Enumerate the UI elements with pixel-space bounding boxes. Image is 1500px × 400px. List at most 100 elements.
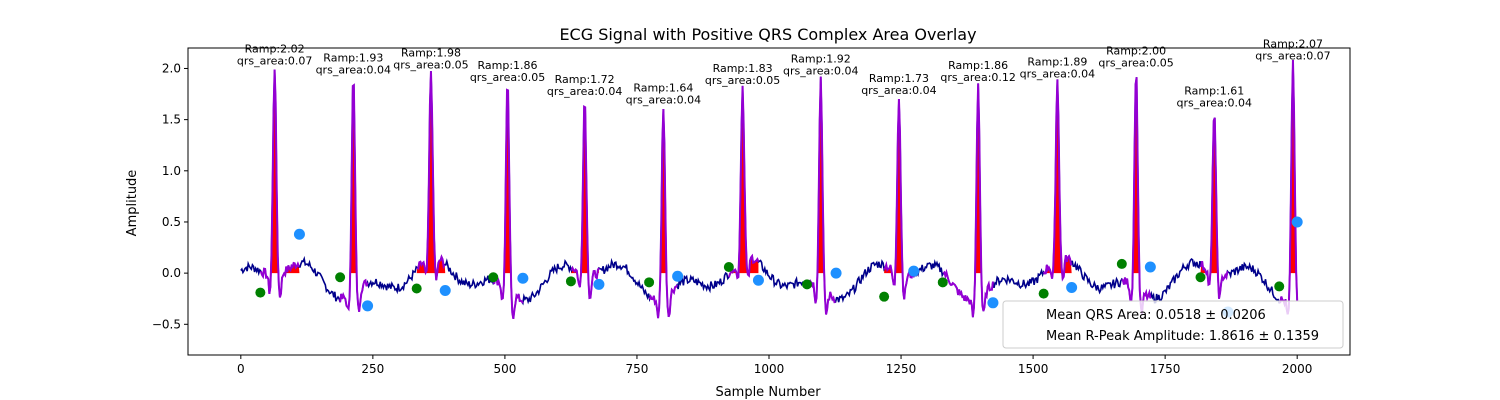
qrs-area-fill-3 (416, 71, 446, 274)
qrs-onset-marker-2 (335, 272, 346, 283)
qrs-onset-marker-4 (488, 272, 499, 283)
qrs-onset-marker-7 (723, 261, 734, 272)
qrs-area-annotation-13: qrs_area:0.04 (1177, 96, 1252, 109)
qrs-segment-14 (1278, 59, 1299, 315)
qrs-segment-13 (1200, 117, 1229, 299)
x-tick-label-8: 1750 (1150, 362, 1181, 376)
qrs-area-annotation-1: qrs_area:0.07 (237, 54, 312, 67)
qrs-area-annotation-3: qrs_area:0.05 (393, 59, 468, 72)
qrs-area-annotation-10: qrs_area:0.12 (940, 71, 1015, 84)
qrs-offset-marker-11 (1066, 281, 1078, 293)
qrs-onset-marker-13 (1195, 272, 1206, 283)
qrs-segment-7 (727, 85, 760, 280)
qrs-offset-marker-8 (830, 267, 842, 279)
qrs-area-annotation-9: qrs_area:0.04 (861, 84, 936, 97)
qrs-area-annotation-8: qrs_area:0.04 (783, 65, 858, 78)
x-tick-label-7: 1500 (1018, 362, 1049, 376)
qrs-onset-marker-5 (565, 276, 576, 287)
qrs-area-annotation-7: qrs_area:0.05 (705, 74, 780, 87)
ramp-annotation-4: Ramp:1.86 (478, 59, 538, 72)
qrs-onset-marker-8 (802, 279, 813, 290)
ramp-annotation-11: Ramp:1.89 (1027, 56, 1087, 69)
legend-entry-2: Mean R-Peak Amplitude: 1.8616 ± 0.1359 (1046, 329, 1319, 344)
qrs-offset-marker-1 (293, 228, 305, 240)
qrs-offset-marker-2 (362, 300, 374, 312)
qrs-area-fill-5 (570, 106, 599, 274)
qrs-area-annotation-12: qrs_area:0.05 (1098, 56, 1173, 69)
qrs-segment-1 (259, 69, 300, 298)
qrs-segment-4 (492, 88, 524, 319)
qrs-onset-marker-11 (1038, 288, 1049, 299)
qrs-onset-marker-12 (1116, 258, 1127, 269)
qrs-area-fill-4 (493, 89, 523, 274)
qrs-segment-6 (648, 108, 678, 319)
axes: 0 250 500 750 1000 1250 1500 1750 2000 −0.5 0.0 0.5… (152, 47, 1351, 376)
qrs-offset-marker-7 (752, 274, 764, 286)
qrs-onset-marker-6 (644, 277, 655, 288)
plot-clip-group (240, 59, 1303, 319)
qrs-area-annotation-6: qrs_area:0.04 (626, 93, 701, 106)
qrs-segment-10 (942, 83, 994, 318)
x-axis-label: Sample Number (715, 385, 821, 400)
qrs-offset-marker-6 (672, 270, 684, 282)
qrs-area-annotation-11: qrs_area:0.04 (1020, 68, 1095, 81)
x-tick-label-1: 0 (237, 362, 245, 376)
qrs-area-fill-12 (1121, 77, 1151, 274)
ramp-annotation-9: Ramp:1.73 (869, 72, 929, 85)
x-tick-label-5: 1000 (754, 362, 785, 376)
ramp-annotation-7: Ramp:1.83 (713, 62, 773, 75)
ramp-annotation-8: Ramp:1.92 (791, 53, 851, 66)
qrs-segment-11 (1042, 79, 1073, 282)
x-tick-label-9: 2000 (1282, 362, 1313, 376)
qrs-offset-marker-4 (517, 272, 529, 284)
y-tick-label-1: −0.5 (152, 317, 181, 331)
ramp-annotation-1: Ramp:2.02 (245, 42, 305, 55)
ramp-annotation-12: Ramp:2.00 (1106, 44, 1166, 57)
chart-title: ECG Signal with Positive QRS Complex Are… (559, 25, 976, 44)
qrs-area-fill-9 (884, 99, 914, 274)
qrs-area-fill-2 (340, 85, 368, 274)
ramp-annotation-13: Ramp:1.61 (1184, 84, 1244, 97)
ramp-annotation-10: Ramp:1.86 (948, 59, 1008, 72)
qrs-area-fill-1 (260, 69, 300, 274)
ecg-signal-line (240, 59, 1298, 319)
x-tick-label-3: 500 (493, 362, 516, 376)
legend-entry-1: Mean QRS Area: 0.0518 ± 0.0206 (1046, 308, 1266, 323)
qrs-area-fill-11 (1043, 79, 1072, 274)
y-tick-label-3: 0.5 (162, 215, 181, 229)
qrs-segment-3 (416, 71, 446, 281)
y-tick-label-5: 1.5 (162, 113, 181, 127)
y-tick-label-2: 0.0 (162, 266, 181, 280)
qrs-onset-marker-1 (255, 287, 266, 298)
legend-box (1002, 300, 1344, 349)
qrs-area-annotation-4: qrs_area:0.05 (470, 71, 545, 84)
x-tick-label-4: 750 (626, 362, 649, 376)
ramp-annotation-6: Ramp:1.64 (633, 81, 693, 94)
qrs-onset-marker-10 (937, 277, 948, 288)
x-tick-label-6: 1250 (886, 362, 917, 376)
x-tick-label-2: 250 (361, 362, 384, 376)
qrs-onset-marker-14 (1274, 281, 1285, 292)
qrs-area-annotation-14: qrs_area:0.07 (1255, 49, 1330, 62)
legend: Mean QRS Area: 0.0518 ± 0.0206 Mean R-Pea… (1002, 300, 1344, 349)
qrs-offset-marker-14 (1291, 216, 1303, 228)
y-tick-label-4: 1.0 (162, 164, 181, 178)
ramp-annotation-14: Ramp:2.07 (1263, 37, 1323, 50)
qrs-area-annotation-5: qrs_area:0.04 (547, 85, 622, 98)
ramp-annotation-3: Ramp:1.98 (401, 47, 461, 60)
qrs-area-fill-6 (649, 109, 678, 274)
y-tick-label-6: 2.0 (162, 61, 181, 75)
qrs-offset-marker-12 (1144, 261, 1156, 273)
qrs-offset-marker-5 (593, 278, 605, 290)
qrs-onset-marker-3 (411, 283, 422, 294)
qrs-segment-2 (339, 83, 369, 312)
qrs-area-annotation-2: qrs_area:0.04 (316, 64, 391, 77)
qrs-segment-12 (1121, 77, 1152, 315)
ramp-annotation-5: Ramp:1.72 (555, 73, 615, 86)
y-axis-label: Amplitude (125, 170, 140, 237)
qrs-area-fill-13 (1200, 117, 1228, 274)
qrs-segment-5 (570, 105, 600, 300)
qrs-offset-marker-10 (987, 297, 999, 309)
